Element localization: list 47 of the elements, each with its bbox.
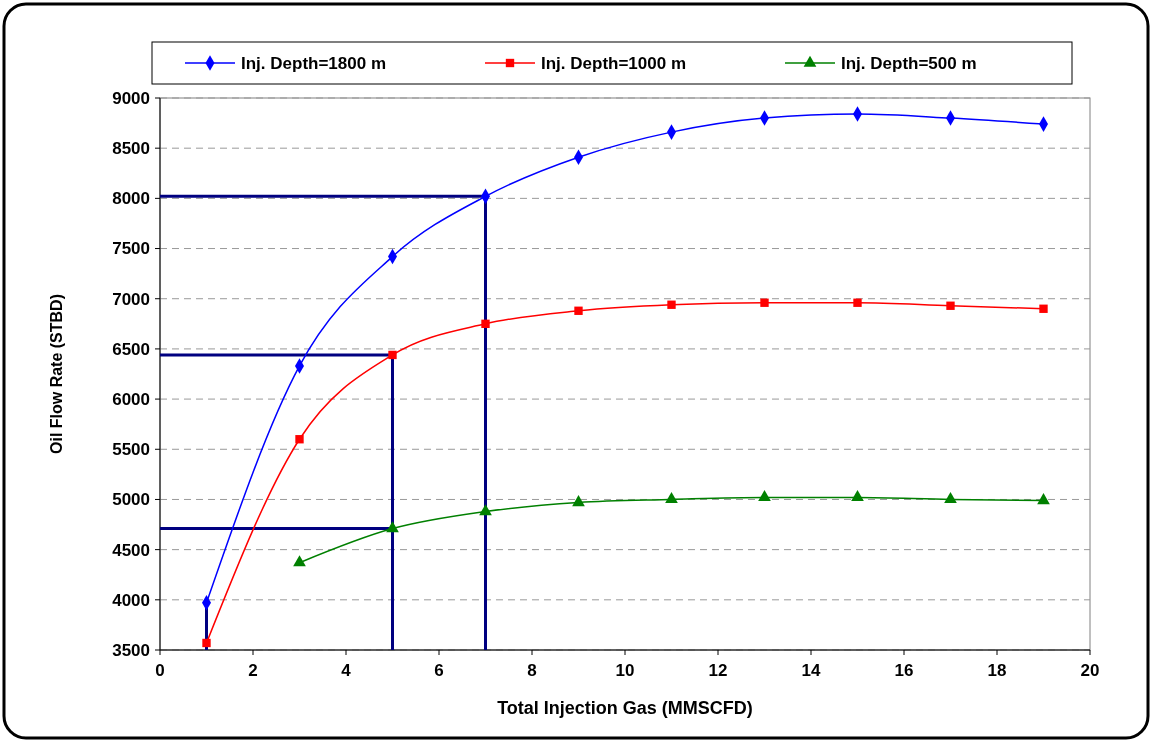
x-tick-label: 18 <box>987 661 1007 680</box>
y-tick-label: 3500 <box>112 640 150 660</box>
y-tick-label: 6500 <box>112 339 150 359</box>
legend-label: Inj. Depth=1800 m <box>241 53 387 73</box>
y-tick-label: 8500 <box>112 139 150 159</box>
point <box>851 490 864 502</box>
x-tick-label: 14 <box>801 661 821 680</box>
y-tick-label: 5000 <box>112 490 150 510</box>
point <box>758 490 771 502</box>
x-tick-label: 16 <box>894 661 914 680</box>
point <box>574 306 583 315</box>
point <box>388 350 397 360</box>
point <box>202 638 211 648</box>
y-tick-label: 7000 <box>112 289 150 309</box>
x-tick-label: 8 <box>527 661 537 680</box>
y-tick-label: 6000 <box>112 390 150 410</box>
point <box>293 555 306 567</box>
point <box>946 301 955 310</box>
point <box>853 298 862 307</box>
point <box>667 300 676 309</box>
x-tick-label: 2 <box>248 661 258 680</box>
y-axis-title: Oil Flow Rate (STBD) <box>48 294 65 454</box>
y-tick-label: 5500 <box>112 440 150 460</box>
x-tick-label: 4 <box>341 661 352 680</box>
point <box>481 319 490 328</box>
y-tick-label: 7500 <box>112 239 150 259</box>
point <box>479 504 492 516</box>
point <box>944 492 957 504</box>
legend-label: Inj. Depth=1000 m <box>541 53 687 73</box>
point <box>295 435 304 444</box>
y-tick-label: 4000 <box>112 590 150 610</box>
point <box>665 492 678 504</box>
point <box>1039 304 1048 313</box>
y-tick-label: 9000 <box>112 88 150 108</box>
legend-label: Inj. Depth=500 m <box>841 53 977 73</box>
point <box>572 495 585 507</box>
point <box>760 298 769 307</box>
point <box>386 521 399 533</box>
y-tick-label: 4500 <box>112 540 150 560</box>
y-tick-label: 8000 <box>112 189 150 209</box>
point <box>1037 493 1050 505</box>
x-tick-label: 0 <box>155 661 165 680</box>
x-tick-label: 12 <box>708 661 728 680</box>
x-axis-title: Total Injection Gas (MMSCFD) <box>497 698 753 718</box>
x-tick-label: 20 <box>1080 661 1100 680</box>
x-tick-label: 6 <box>434 661 444 680</box>
x-tick-label: 10 <box>615 661 635 680</box>
